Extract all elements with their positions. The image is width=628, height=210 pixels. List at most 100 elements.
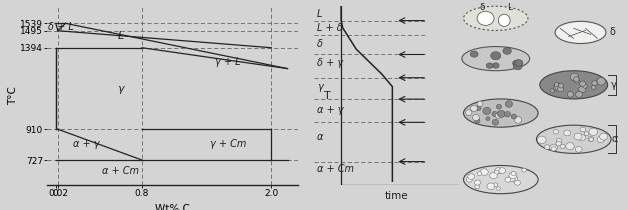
Ellipse shape: [570, 73, 578, 81]
Ellipse shape: [497, 110, 505, 117]
Text: L: L: [117, 31, 124, 41]
Ellipse shape: [511, 171, 516, 176]
Ellipse shape: [551, 147, 556, 151]
Ellipse shape: [475, 180, 480, 185]
Ellipse shape: [557, 84, 563, 89]
Text: γ: γ: [611, 80, 617, 90]
Ellipse shape: [537, 136, 546, 144]
Ellipse shape: [465, 110, 472, 116]
Ellipse shape: [580, 81, 585, 86]
Ellipse shape: [477, 11, 494, 25]
Ellipse shape: [576, 91, 582, 97]
Ellipse shape: [579, 86, 586, 93]
Text: γ + Cm: γ + Cm: [210, 139, 246, 149]
Ellipse shape: [476, 106, 481, 111]
Ellipse shape: [514, 117, 522, 123]
Ellipse shape: [499, 168, 506, 173]
Ellipse shape: [540, 71, 608, 99]
Ellipse shape: [553, 83, 562, 91]
Ellipse shape: [575, 146, 582, 152]
Ellipse shape: [496, 104, 502, 109]
Ellipse shape: [494, 170, 499, 174]
Ellipse shape: [567, 92, 573, 97]
Ellipse shape: [494, 183, 497, 186]
Ellipse shape: [508, 176, 515, 182]
Ellipse shape: [600, 133, 608, 140]
Ellipse shape: [490, 52, 501, 60]
Text: T: T: [324, 91, 331, 101]
Text: δ: δ: [609, 28, 615, 37]
Ellipse shape: [470, 51, 478, 57]
Text: L: L: [507, 3, 512, 12]
Ellipse shape: [597, 136, 604, 143]
Ellipse shape: [580, 127, 585, 132]
Ellipse shape: [475, 118, 480, 123]
Y-axis label: T°C: T°C: [9, 86, 19, 105]
Ellipse shape: [578, 135, 585, 141]
Ellipse shape: [462, 47, 529, 71]
Text: δ + L: δ + L: [48, 21, 73, 32]
Ellipse shape: [514, 180, 521, 185]
Ellipse shape: [536, 125, 611, 153]
Ellipse shape: [585, 132, 589, 135]
Ellipse shape: [555, 83, 559, 87]
Text: α: α: [317, 132, 323, 142]
Ellipse shape: [477, 172, 482, 176]
Ellipse shape: [556, 139, 562, 143]
Ellipse shape: [592, 85, 596, 89]
Ellipse shape: [483, 107, 491, 115]
Text: α + Cm: α + Cm: [317, 164, 354, 174]
Ellipse shape: [574, 133, 582, 140]
Ellipse shape: [492, 119, 499, 125]
Ellipse shape: [498, 14, 510, 26]
Ellipse shape: [589, 138, 593, 142]
Ellipse shape: [588, 136, 593, 141]
Ellipse shape: [564, 130, 571, 136]
Text: α + γ: α + γ: [317, 105, 344, 115]
Ellipse shape: [505, 101, 512, 107]
Ellipse shape: [589, 128, 598, 135]
Ellipse shape: [522, 168, 526, 172]
Ellipse shape: [463, 6, 528, 30]
Text: γ: γ: [117, 84, 124, 94]
Ellipse shape: [496, 187, 501, 190]
Text: α + γ: α + γ: [73, 139, 99, 149]
Ellipse shape: [550, 144, 558, 151]
Ellipse shape: [504, 112, 511, 117]
Ellipse shape: [510, 175, 517, 181]
Ellipse shape: [583, 84, 587, 88]
Ellipse shape: [495, 113, 502, 118]
Ellipse shape: [557, 86, 563, 92]
Text: α: α: [611, 134, 617, 144]
Ellipse shape: [463, 165, 538, 194]
Ellipse shape: [486, 63, 493, 68]
Ellipse shape: [566, 143, 574, 150]
Text: δ + γ: δ + γ: [317, 58, 343, 68]
Ellipse shape: [553, 130, 558, 134]
Ellipse shape: [477, 101, 483, 106]
Ellipse shape: [558, 84, 563, 88]
Ellipse shape: [509, 172, 517, 179]
Text: δ: δ: [317, 39, 323, 49]
Text: L + δ: L + δ: [317, 23, 343, 33]
Text: γ + L: γ + L: [215, 57, 241, 67]
Ellipse shape: [487, 183, 495, 190]
Text: γ: γ: [317, 82, 323, 92]
Ellipse shape: [511, 114, 517, 119]
Ellipse shape: [472, 114, 479, 121]
Ellipse shape: [468, 174, 475, 180]
Ellipse shape: [513, 63, 522, 70]
Ellipse shape: [486, 117, 490, 121]
Ellipse shape: [544, 145, 550, 150]
Ellipse shape: [555, 84, 561, 90]
Ellipse shape: [492, 63, 499, 68]
X-axis label: Wt% C: Wt% C: [155, 203, 190, 210]
Ellipse shape: [574, 78, 580, 83]
Text: time: time: [385, 190, 409, 201]
Ellipse shape: [550, 89, 555, 93]
Ellipse shape: [492, 112, 497, 117]
Text: α + Cm: α + Cm: [102, 166, 139, 176]
Ellipse shape: [505, 177, 511, 182]
Ellipse shape: [555, 21, 606, 43]
Ellipse shape: [573, 77, 579, 82]
